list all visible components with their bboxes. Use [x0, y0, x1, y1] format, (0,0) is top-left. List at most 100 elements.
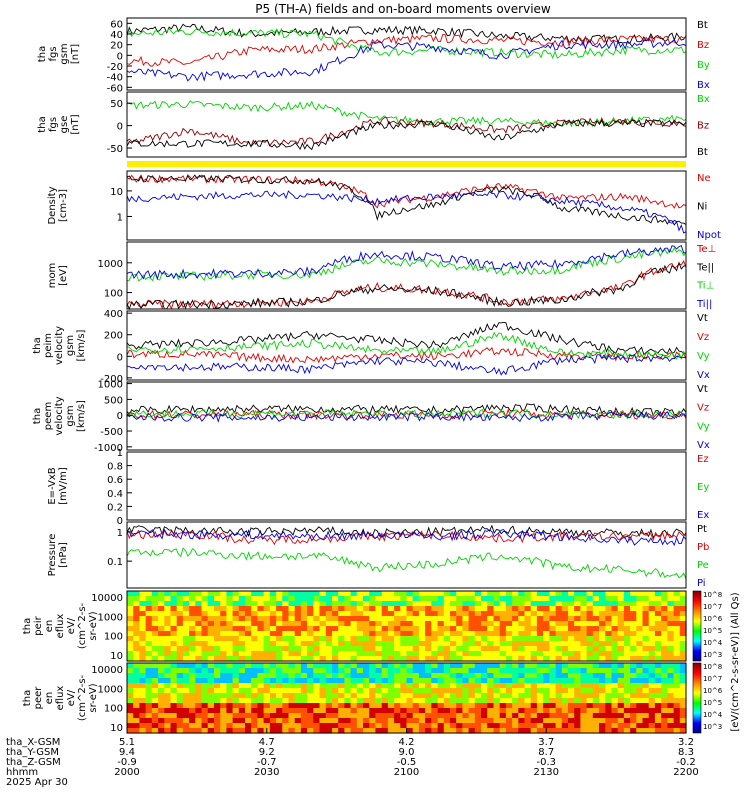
heatmap-cell [462, 693, 470, 699]
heatmap-cell [462, 646, 470, 652]
heatmap-cell [611, 683, 619, 689]
heatmap-cell [263, 723, 271, 729]
heatmap-cell [487, 678, 494, 684]
heatmap-cell [561, 646, 569, 652]
heatmap-cell [524, 718, 532, 724]
heatmap-cell [133, 651, 140, 657]
heatmap-cell [164, 663, 172, 669]
heatmap-cell [679, 626, 687, 632]
heatmap-cell [406, 703, 414, 709]
heatmap-cell [592, 668, 600, 674]
heatmap-cell [226, 646, 234, 652]
heatmap-cell [269, 636, 277, 642]
heatmap-cell [356, 601, 364, 607]
heatmap-cell [394, 698, 401, 704]
colorbar-strip [692, 662, 702, 734]
heatmap-cell [493, 651, 501, 657]
x-tick-label: -0.7 [257, 757, 277, 768]
heatmap-cell [406, 626, 414, 632]
heatmap-cell [232, 683, 240, 689]
heatmap-cell [555, 688, 563, 694]
heatmap-cell [661, 601, 668, 607]
heatmap-cell [387, 708, 395, 714]
panel-peir_en_eflux: 10000100010010thapeirenefluxeV/(cm^2-s-s… [22, 590, 687, 662]
heatmap-cell [307, 683, 314, 689]
heatmap-cell [530, 698, 538, 704]
heatmap-cell [350, 616, 358, 622]
heatmap-cell [257, 703, 265, 709]
heatmap-cell [679, 668, 687, 674]
heatmap-cell [232, 606, 240, 612]
heatmap-cell [549, 703, 557, 709]
heatmap-cell [667, 678, 675, 684]
heatmap-cell [257, 636, 265, 642]
heatmap-cell [344, 688, 352, 694]
series-line-Te|| [126, 261, 687, 311]
heatmap-cell [151, 611, 159, 617]
heatmap-cell [536, 663, 544, 669]
panel-peim_velocity: VtVzVyVx4002000-200thapeimvelocitygsm[km… [32, 309, 710, 385]
heatmap-cell [654, 693, 662, 699]
heatmap-cell [313, 641, 321, 647]
heatmap-cell [425, 668, 432, 674]
series-line-Pi [126, 528, 687, 547]
heatmap-cell [518, 656, 526, 662]
heatmap-cell [319, 723, 327, 729]
heatmap-cell [536, 591, 544, 597]
heatmap-cell [214, 683, 221, 689]
x-tick-label: 2030 [254, 767, 279, 778]
heatmap-cell [437, 646, 445, 652]
heatmap-cell [561, 728, 569, 734]
heatmap-cell [319, 663, 327, 669]
heatmap-cell [251, 641, 258, 647]
heatmap-cell [487, 718, 494, 724]
tick-label: -50 [107, 144, 123, 155]
heatmap-cell [549, 718, 557, 724]
heatmap-cell [369, 673, 376, 679]
tick-label: 0 [117, 411, 123, 422]
heatmap-cell [313, 698, 321, 704]
heatmap-cell [437, 678, 445, 684]
heatmap-cell [648, 616, 656, 622]
heatmap-cell [431, 728, 439, 734]
heatmap-cell [642, 703, 650, 709]
heatmap-cell [487, 641, 494, 647]
x-tick-label: 9.2 [259, 747, 275, 758]
heatmap-cell [580, 728, 588, 734]
heatmap-cell [325, 728, 333, 734]
heatmap-cell [300, 636, 308, 642]
heatmap-cell [580, 703, 588, 709]
heatmap-cell [518, 621, 526, 627]
heatmap-cell [673, 703, 681, 709]
heatmap-cell [195, 601, 203, 607]
heatmap-cell [549, 606, 557, 612]
heatmap-cell [412, 723, 420, 729]
heatmap-cell [661, 631, 668, 637]
heatmap-cell [493, 656, 501, 662]
tick-label: 10 [110, 651, 123, 662]
heatmap-cell [561, 708, 569, 714]
heatmap-cell [251, 698, 258, 704]
heatmap-cell [462, 678, 470, 684]
heatmap-cell [220, 616, 227, 622]
heatmap-cell [251, 596, 258, 602]
heatmap-cell [611, 596, 619, 602]
heatmap-cell [195, 651, 203, 657]
heatmap-cell [487, 651, 494, 657]
tick-label: 0 [117, 51, 123, 62]
heatmap-cell [456, 606, 463, 612]
heatmap-cell [574, 611, 581, 617]
heatmap-cell [630, 611, 637, 617]
heatmap-cell [437, 673, 445, 679]
heatmap-cell [549, 656, 557, 662]
heatmap-cell [462, 656, 470, 662]
heatmap-cell [170, 591, 178, 597]
heatmap-cell [599, 636, 606, 642]
heatmap-cell [474, 611, 482, 617]
heatmap-cell [344, 621, 352, 627]
heatmap-cell [332, 621, 339, 627]
heatmap-cell [133, 668, 140, 674]
heatmap-cell [536, 668, 544, 674]
heatmap-cell [568, 611, 575, 617]
heatmap-cell [450, 611, 457, 617]
